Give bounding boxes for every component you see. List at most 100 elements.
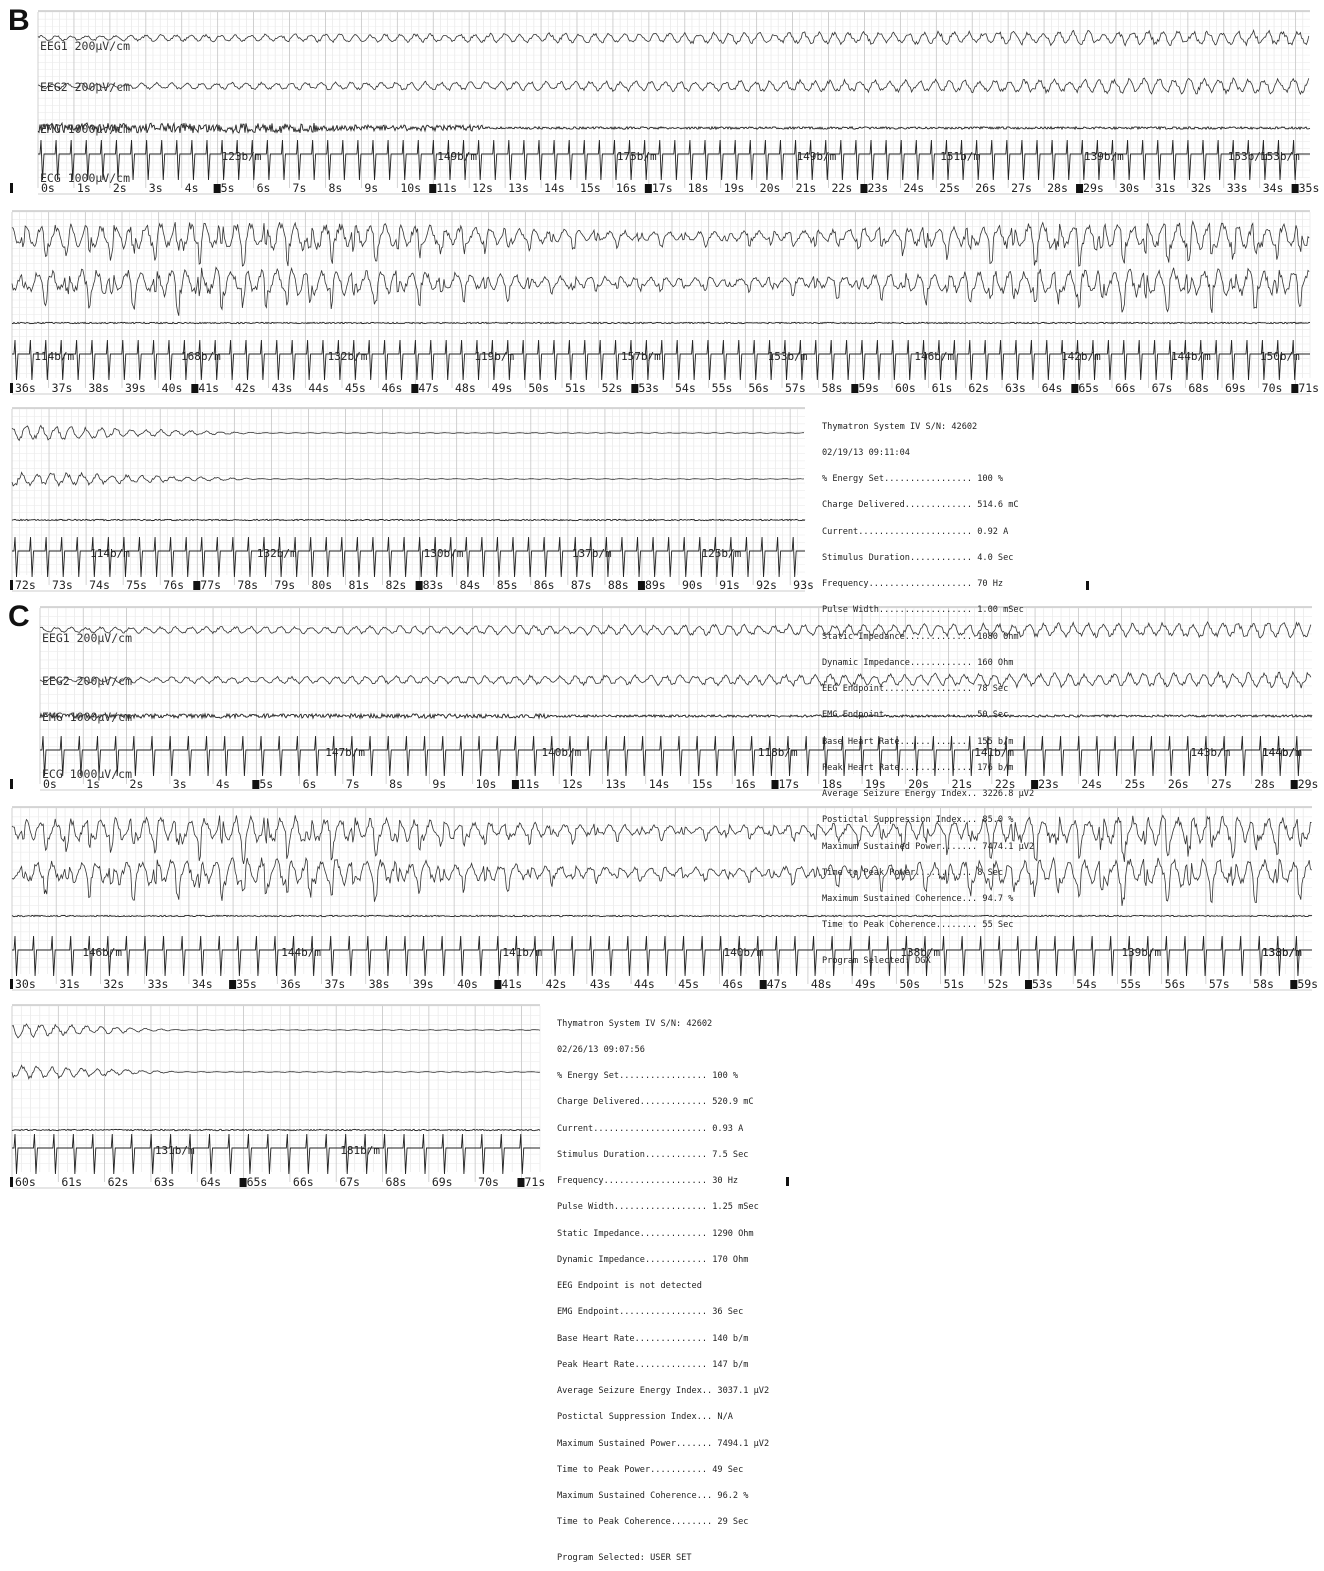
time-block-mark — [415, 581, 423, 590]
time-tick-label: 48s — [811, 977, 832, 991]
time-tick-label: 5s — [221, 181, 235, 195]
time-tick-label: 76s — [163, 578, 184, 592]
grid — [11, 806, 1312, 984]
time-tick-label: 71s — [524, 1175, 545, 1189]
time-tick-label: 78s — [237, 578, 258, 592]
time-tick-label: 7s — [293, 181, 307, 195]
time-tick-label: 51s — [944, 977, 965, 991]
time-tick-label: 56s — [1165, 977, 1186, 991]
heart-rate-label: 175b/m — [617, 150, 657, 163]
heart-rate-label: 132b/m — [257, 547, 297, 560]
time-tick-label: 3s — [173, 777, 187, 791]
time-tick-label: 91s — [719, 578, 740, 592]
time-tick-label: 23s — [1038, 777, 1059, 791]
time-block-mark — [191, 384, 199, 393]
time-tick-label: 89s — [645, 578, 666, 592]
report-line: Frequency.................... 30 Hz — [557, 1176, 739, 1186]
time-block-mark — [644, 184, 652, 193]
time-block-mark — [213, 184, 221, 193]
panel-c-strip-3: 131b/m 181b/m 60s 61s 62s 63s 64s 65s 66s 67s 68s 6… — [10, 1004, 545, 1189]
time-tick-label: 36s — [280, 977, 301, 991]
time-tick-label: 28s — [1254, 777, 1275, 791]
time-tick-label: 45s — [345, 381, 366, 395]
time-tick-label: 72s — [15, 578, 36, 592]
report-line: Average Seizure Energy Index.. 3226.8 μV… — [822, 789, 1035, 799]
time-tick-label: 38s — [88, 381, 109, 395]
time-tick-label: 40s — [457, 977, 478, 991]
report-line: Static Impedance............. 1080 Ohm — [822, 631, 1019, 642]
time-tick-label: 59s — [1297, 977, 1318, 991]
report-program: Program Selected: USER SET — [557, 1552, 692, 1563]
time-tick-label: 47s — [418, 381, 439, 395]
heart-rate-label: 144b/m — [281, 946, 321, 959]
time-tick-label: 11s — [519, 777, 540, 791]
time-tick-label: 63s — [1005, 381, 1026, 395]
grid — [11, 407, 805, 585]
heart-rate-label: 141b/m — [502, 946, 542, 959]
time-tick-label: 5s — [259, 777, 273, 791]
report-line: Postictal Suppression Index... N/A — [557, 1412, 733, 1423]
time-tick-label: 84s — [460, 578, 481, 592]
time-block-mark — [631, 384, 639, 393]
eeg1-trace — [37, 28, 1310, 47]
time-tick-label: 53s — [1032, 977, 1053, 991]
row-start-mark — [10, 580, 13, 590]
eeg1-trace — [39, 620, 1312, 639]
emg-trace — [37, 121, 1311, 135]
report-line: Peak Heart Rate.............. 147 b/m — [557, 1359, 749, 1370]
time-tick-label: 0s — [43, 777, 57, 791]
eeg2-trace — [11, 1064, 541, 1080]
row-start-mark — [10, 779, 13, 789]
time-tick-label: 58s — [1253, 977, 1274, 991]
eeg2-trace — [11, 471, 805, 487]
heart-rate-label: 147b/m — [325, 746, 365, 759]
time-tick-label: 42s — [546, 977, 567, 991]
time-block-mark — [1291, 384, 1299, 393]
channel-label: EMG 1000μV/cm — [42, 710, 132, 724]
time-tick-label: 54s — [1076, 977, 1097, 991]
time-tick-label: 49s — [855, 977, 876, 991]
time-tick-label: 24s — [903, 181, 924, 195]
time-tick-label: 50s — [528, 381, 549, 395]
heart-rate-label: 119b/m — [474, 350, 514, 363]
eeg2-trace — [39, 670, 1312, 689]
time-tick-label: 2s — [130, 777, 144, 791]
time-tick-label: 1s — [77, 181, 91, 195]
time-tick-label: 2s — [113, 181, 127, 195]
time-tick-label: 31s — [59, 977, 80, 991]
heart-rate-label: 138b/m — [900, 946, 940, 959]
time-tick-label: 30s — [1119, 181, 1140, 195]
page-end-mark — [1086, 581, 1089, 590]
time-tick-label: 37s — [52, 381, 73, 395]
time-tick-label: 81s — [349, 578, 370, 592]
report-line: Time to Peak Coherence........ 55 Sec — [822, 920, 1014, 931]
channel-label: ECG 1000μV/cm — [40, 171, 130, 185]
heart-rate-label: 149b/m — [437, 150, 477, 163]
heart-rate-label: 143b/m — [1191, 746, 1231, 759]
time-tick-label: 61s — [932, 381, 953, 395]
time-tick-label: 37s — [325, 977, 346, 991]
time-tick-label: 66s — [1115, 381, 1136, 395]
time-block-mark — [229, 980, 237, 989]
report-line: % Energy Set................. 100 % — [822, 474, 1004, 484]
time-tick-label: 22s — [832, 181, 853, 195]
report-line: Maximum Sustained Coherence... 96.2 % — [557, 1491, 749, 1501]
time-tick-label: 58s — [822, 381, 843, 395]
time-tick-label: 61s — [61, 1175, 82, 1189]
time-tick-label: 35s — [236, 977, 257, 991]
time-tick-label: 41s — [501, 977, 522, 991]
time-tick-label: 57s — [785, 381, 806, 395]
page-end-mark — [786, 1177, 789, 1186]
time-tick-label: 57s — [1209, 977, 1230, 991]
time-tick-label: 46s — [382, 381, 403, 395]
time-tick-label: 53s — [638, 381, 659, 395]
time-tick-label: 54s — [675, 381, 696, 395]
time-tick-label: 47s — [767, 977, 788, 991]
heart-rate-label: 144b/m — [1262, 746, 1302, 759]
report-line: Stimulus Duration............ 7.5 Sec — [557, 1149, 749, 1160]
time-tick-label: 52s — [988, 977, 1009, 991]
heart-rate-label: 153b/m — [1260, 150, 1300, 163]
time-tick-label: 29s — [1298, 777, 1319, 791]
channel-label: EEG1 200μV/cm — [40, 39, 130, 53]
report-line: Pulse Width.................. 1.25 mSec — [557, 1202, 759, 1213]
